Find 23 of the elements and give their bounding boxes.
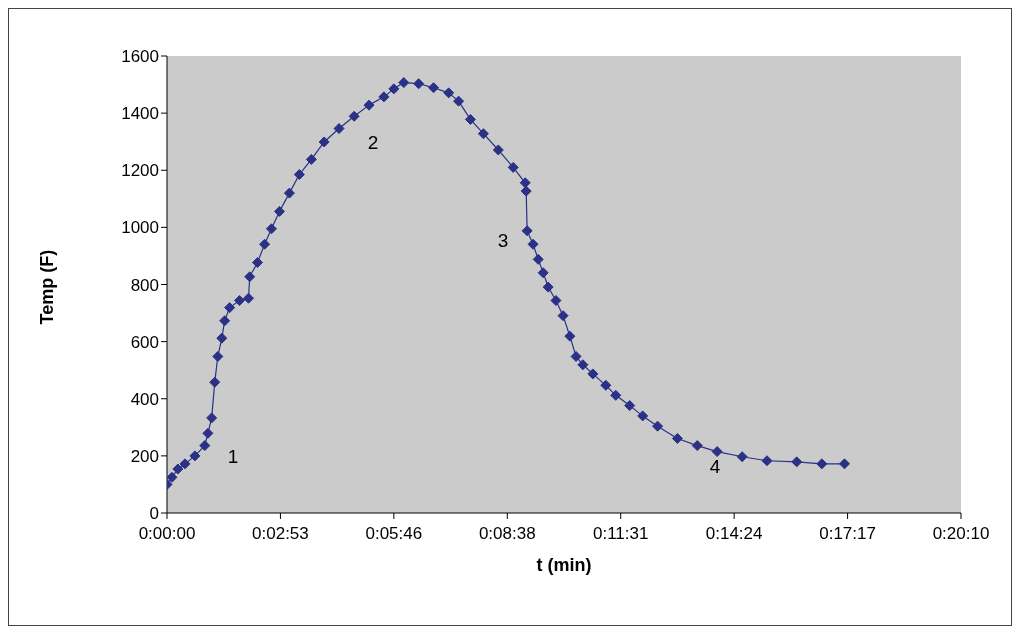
y-tick-label: 800 bbox=[130, 275, 159, 295]
y-axis-title: Temp (F) bbox=[37, 249, 58, 325]
x-tick-label: 0:02:53 bbox=[252, 524, 309, 544]
y-tick-label: 400 bbox=[130, 389, 159, 409]
annotation: 2 bbox=[367, 132, 379, 153]
y-tick-label: 1600 bbox=[121, 47, 159, 67]
x-axis-title: t (min) bbox=[536, 555, 592, 575]
y-tick-label: 200 bbox=[130, 446, 159, 466]
x-tick-label: 0:05:46 bbox=[365, 524, 423, 544]
annotation: 1 bbox=[227, 446, 239, 467]
x-tick-label: 0:20:10 bbox=[932, 524, 990, 544]
x-tick-label: 0:08:38 bbox=[478, 524, 536, 544]
x-tick-label: 0:00:00 bbox=[138, 524, 196, 544]
y-tick-label: 1400 bbox=[121, 104, 159, 124]
annotation: 4 bbox=[709, 456, 721, 477]
annotation: 3 bbox=[497, 230, 509, 251]
y-tick-label: 0 bbox=[149, 504, 159, 524]
x-tick-label: 0:14:24 bbox=[705, 524, 763, 544]
x-tick-label: 0:17:17 bbox=[819, 524, 876, 544]
y-tick-label: 1200 bbox=[121, 161, 159, 181]
y-tick-label: 1000 bbox=[121, 218, 159, 238]
y-tick-label: 600 bbox=[130, 332, 159, 352]
x-tick-label: 0:11:31 bbox=[592, 524, 649, 544]
